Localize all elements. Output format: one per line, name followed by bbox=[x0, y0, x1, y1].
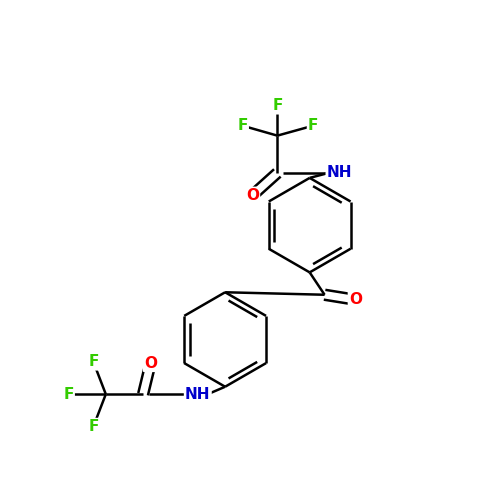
Text: O: O bbox=[144, 356, 157, 371]
Text: O: O bbox=[246, 188, 259, 203]
Text: F: F bbox=[88, 419, 99, 434]
Text: F: F bbox=[308, 118, 318, 133]
Text: F: F bbox=[272, 98, 282, 114]
Text: F: F bbox=[88, 354, 99, 370]
Text: NH: NH bbox=[327, 166, 352, 180]
Text: O: O bbox=[349, 292, 362, 307]
Text: F: F bbox=[64, 386, 74, 402]
Text: F: F bbox=[238, 118, 248, 133]
Text: NH: NH bbox=[185, 386, 210, 402]
